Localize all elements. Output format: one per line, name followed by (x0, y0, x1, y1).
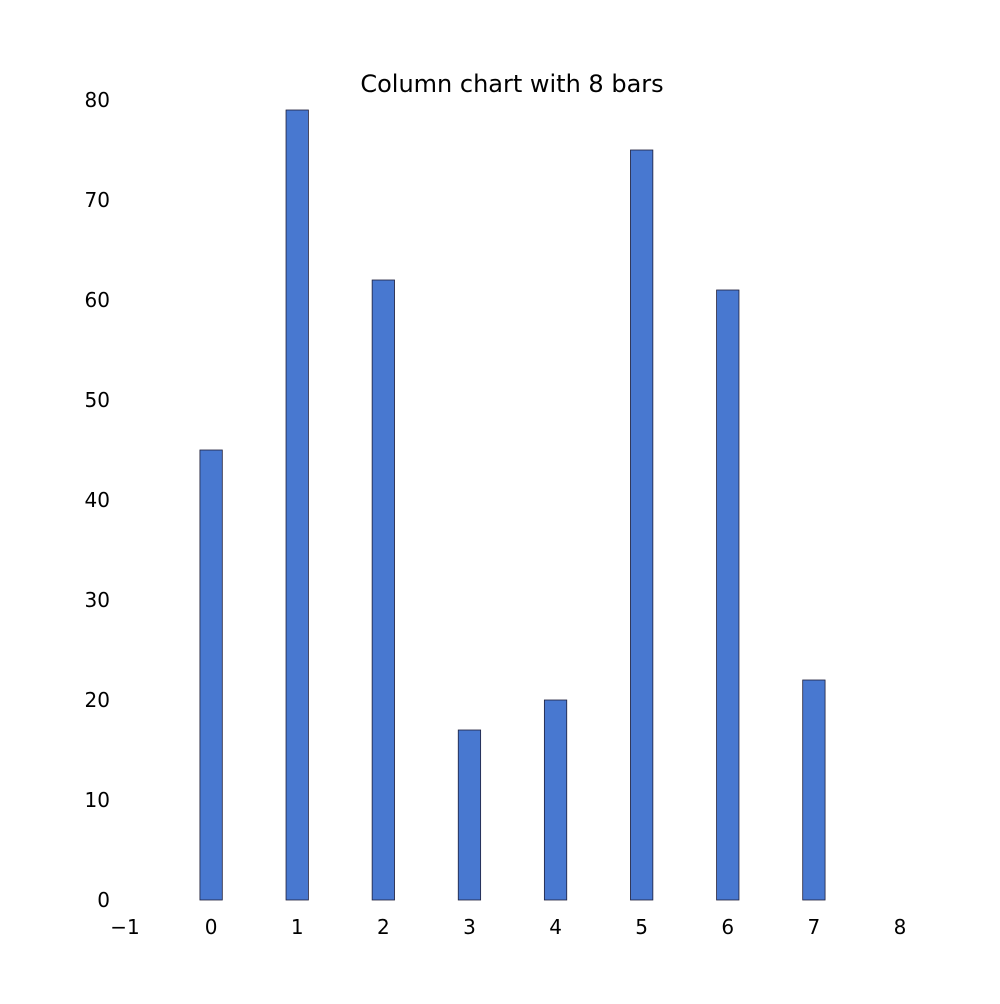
y-tick-label: 30 (85, 588, 110, 612)
bar-5 (630, 149, 654, 901)
bars-group (199, 109, 826, 901)
bar-1 (285, 109, 309, 901)
y-tick-label: 40 (85, 488, 110, 512)
chart-title: Column chart with 8 bars (360, 70, 663, 98)
bar-6 (716, 289, 740, 901)
bar-2 (371, 279, 395, 901)
x-tick-label: 0 (205, 915, 218, 939)
bar-0 (199, 449, 223, 901)
x-tick-label: −1 (110, 915, 139, 939)
bar-4 (543, 699, 568, 901)
x-axis-tick-labels: −1 0 1 2 3 4 5 6 7 8 (110, 915, 906, 939)
x-tick-label: 1 (291, 915, 304, 939)
y-tick-label: 60 (85, 288, 110, 312)
x-tick-label: 4 (549, 915, 562, 939)
x-tick-label: 8 (894, 915, 907, 939)
x-tick-label: 5 (635, 915, 648, 939)
y-axis-tick-labels: 0 10 20 30 40 50 60 70 80 (85, 88, 110, 912)
x-tick-label: 2 (377, 915, 390, 939)
x-tick-label: 7 (808, 915, 821, 939)
y-tick-label: 80 (85, 88, 110, 112)
y-tick-label: 70 (85, 188, 110, 212)
y-tick-label: 10 (85, 788, 110, 812)
bar-7 (802, 679, 826, 901)
bar-3 (457, 729, 482, 901)
y-tick-label: 50 (85, 388, 110, 412)
x-tick-label: 3 (463, 915, 476, 939)
y-tick-label: 20 (85, 688, 110, 712)
y-tick-label: 0 (97, 888, 110, 912)
x-tick-label: 6 (721, 915, 734, 939)
